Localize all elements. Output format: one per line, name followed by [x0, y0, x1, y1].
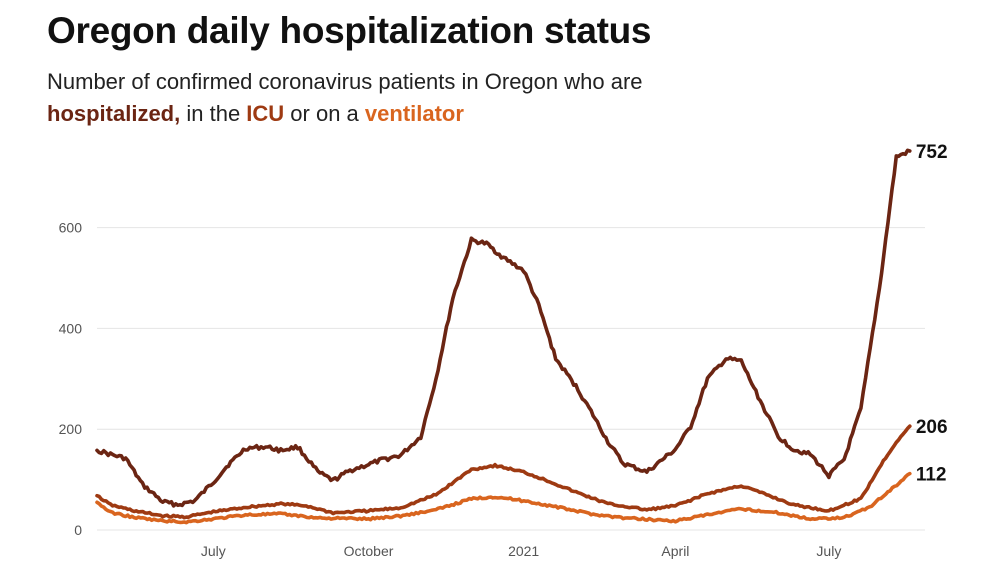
chart-title: Oregon daily hospitalization status: [47, 10, 652, 51]
subtitle-text: Number of confirmed coronavirus patients…: [47, 69, 643, 94]
chart-subtitle: Number of confirmed coronavirus patients…: [47, 66, 947, 130]
x-tick-label: July: [201, 543, 226, 559]
y-tick-label: 600: [59, 220, 83, 236]
y-tick-label: 0: [74, 522, 82, 538]
subtitle-connector-2: or on a: [284, 101, 365, 126]
y-tick-label: 200: [59, 421, 83, 437]
x-tick-label: April: [661, 543, 689, 559]
end-label-ventilator: 112: [916, 465, 947, 486]
subtitle-hospitalized: hospitalized,: [47, 101, 181, 126]
end-label-hospitalized: 752: [916, 142, 948, 163]
series-line-hospitalized: [95, 148, 912, 508]
x-tick-label: 2021: [508, 543, 539, 559]
subtitle-connector-1: in the: [180, 101, 247, 126]
end-label-icu: 206: [916, 417, 948, 438]
series-line-ventilator: [95, 471, 912, 525]
x-tick-label: July: [816, 543, 841, 559]
y-tick-label: 400: [59, 320, 83, 336]
subtitle-ventilator: ventilator: [364, 101, 464, 126]
subtitle-icu: ICU: [246, 101, 285, 126]
x-tick-label: October: [344, 543, 394, 559]
series-line-icu: [95, 424, 912, 520]
